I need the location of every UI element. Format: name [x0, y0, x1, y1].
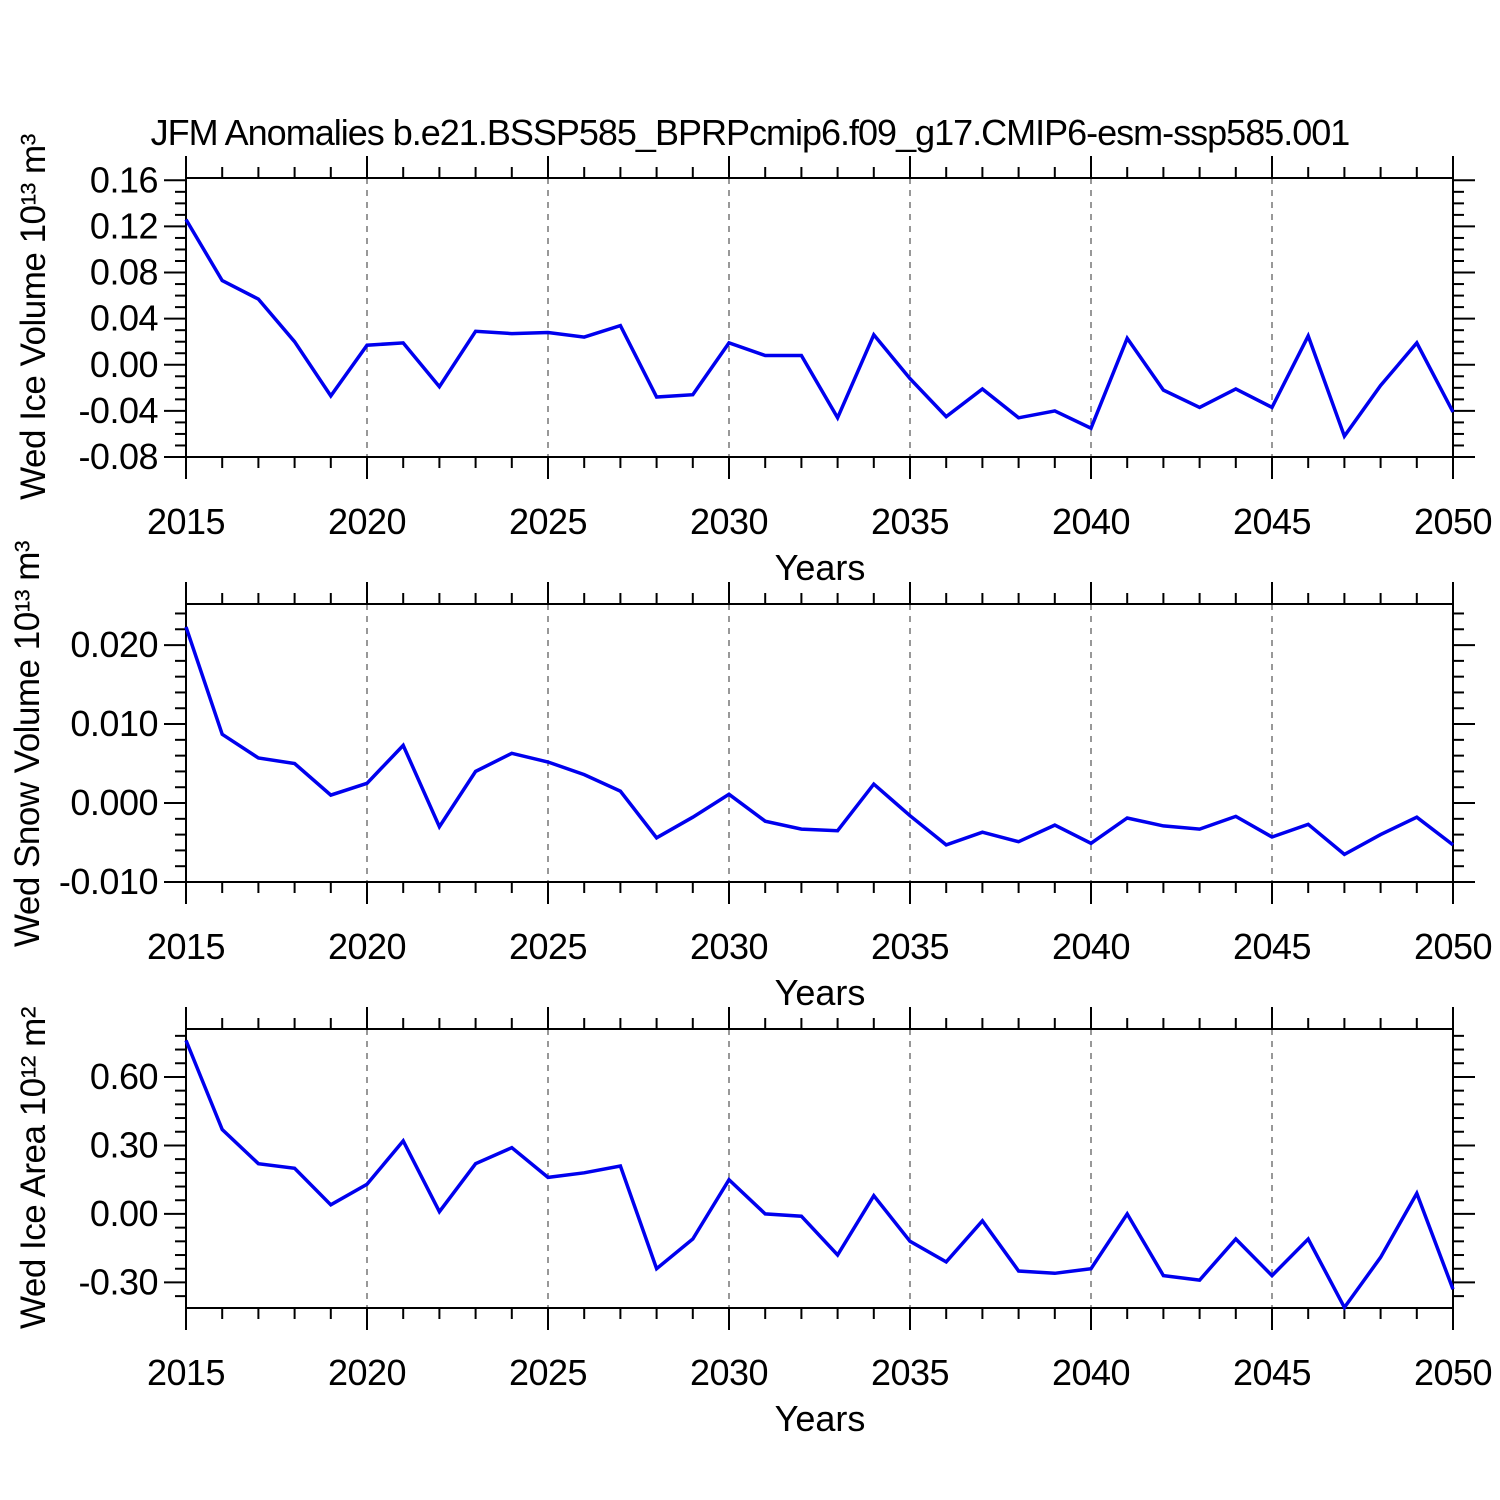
y-tick-label: 0.08	[90, 252, 158, 293]
y-tick-label: -0.08	[78, 436, 158, 477]
x-tick-label: 2035	[871, 501, 949, 542]
y-tick-label: 0.16	[90, 159, 158, 200]
y-tick-label: 0.12	[90, 205, 158, 246]
x-tick-label: 2040	[1052, 501, 1130, 542]
x-axis-title-years-panel1: Years	[774, 547, 866, 588]
y-tick-label: 0.00	[90, 344, 158, 385]
x-tick-label: 2045	[1233, 501, 1311, 542]
data-line	[184, 1039, 1455, 1311]
x-tick-label: 2015	[147, 501, 225, 542]
y-tick-label: 0.60	[90, 1056, 158, 1097]
y-tick-label: 0.010	[70, 703, 158, 744]
data-line	[184, 218, 1455, 440]
x-tick-label: 2025	[509, 501, 587, 542]
x-tick-label: 2050	[1414, 1352, 1492, 1393]
x-tick-label: 2030	[690, 1352, 768, 1393]
y-tick-label: -0.04	[78, 390, 158, 431]
x-tick-label: 2015	[147, 1352, 225, 1393]
x-tick-label: 2020	[328, 926, 406, 967]
y-tick-label: -0.30	[78, 1261, 158, 1302]
y-tick-label: 0.00	[90, 1193, 158, 1234]
x-tick-label: 2050	[1414, 501, 1492, 542]
x-tick-label: 2020	[328, 1352, 406, 1393]
x-tick-label: 2045	[1233, 1352, 1311, 1393]
x-tick-label: 2020	[328, 501, 406, 542]
y-axis-title-ice-area: Wed Ice Area 10¹² m²	[14, 1007, 53, 1329]
x-tick-label: 2025	[509, 926, 587, 967]
y-tick-label: 0.04	[90, 298, 158, 339]
x-tick-label: 2025	[509, 1352, 587, 1393]
figure-title: JFM Anomalies b.e21.BSSP585_BPRPcmip6.f0…	[150, 112, 1351, 153]
y-tick-label: 0.020	[70, 624, 158, 665]
x-tick-label: 2030	[690, 501, 768, 542]
x-tick-label: 2040	[1052, 926, 1130, 967]
x-tick-label: 2050	[1414, 926, 1492, 967]
x-tick-label: 2015	[147, 926, 225, 967]
x-axis-title-years-panel2: Years	[774, 972, 866, 1013]
x-tick-label: 2040	[1052, 1352, 1130, 1393]
data-line	[184, 626, 1455, 857]
y-tick-label: -0.010	[59, 861, 158, 902]
panel-frame	[185, 1028, 1454, 1309]
panel-frame	[185, 603, 1454, 883]
y-tick-label: 0.000	[70, 782, 158, 823]
x-tick-label: 2030	[690, 926, 768, 967]
y-tick-label: 0.30	[90, 1124, 158, 1165]
x-tick-label: 2035	[871, 926, 949, 967]
x-axis-title-years-panel3: Years	[774, 1398, 866, 1439]
panel-frame	[185, 177, 1454, 458]
x-tick-label: 2045	[1233, 926, 1311, 967]
x-tick-label: 2035	[871, 1352, 949, 1393]
